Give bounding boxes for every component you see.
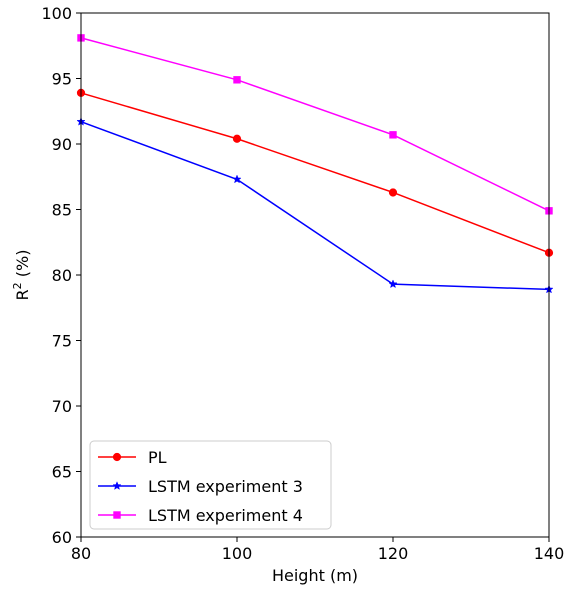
series-3: [77, 34, 553, 215]
data-point: [388, 279, 398, 289]
y-axis-label-main: R: [13, 289, 32, 300]
legend-label: LSTM experiment 3: [148, 477, 303, 496]
x-tick-label: 100: [222, 544, 253, 563]
data-point: [389, 131, 397, 139]
x-axis-label: Height (m): [272, 566, 358, 585]
y-tick-label: 65: [52, 463, 72, 482]
legend-item: LSTM experiment 3: [98, 477, 303, 496]
x-tick-label: 80: [71, 544, 91, 563]
series-layer: [76, 34, 554, 294]
data-point: [233, 76, 241, 84]
legend-item: PL: [98, 448, 167, 467]
legend-label: PL: [148, 448, 167, 467]
data-point: [232, 174, 242, 184]
legend-swatch-marker: [112, 481, 122, 490]
ticks-layer: 80 100 120 140 60 65 70 75 80 85 90 95 100: [41, 4, 564, 563]
y-axis-label: R2 (%): [11, 250, 32, 301]
y-tick-label: 70: [52, 397, 72, 416]
y-tick-label: 60: [52, 528, 72, 547]
y-tick-label: 95: [52, 70, 72, 89]
y-axis-label-superscript: 2: [11, 282, 24, 289]
legend-item: LSTM experiment 4: [98, 506, 303, 525]
legend-swatch-marker: [112, 452, 122, 462]
x-tick-label: 140: [534, 544, 565, 563]
data-point: [232, 134, 242, 143]
y-tick-label: 90: [52, 135, 72, 154]
y-tick-label: 85: [52, 201, 72, 220]
legend-swatch-marker: [113, 511, 121, 519]
legend: PL LSTM experiment 3 LSTM experiment 4: [89, 440, 332, 530]
series-line: [80, 121, 550, 291]
y-axis-label-unit: (%): [13, 250, 32, 283]
y-tick-label: 75: [52, 332, 72, 351]
series-2: [76, 116, 554, 294]
legend-label: LSTM experiment 4: [148, 506, 303, 525]
legend-box: [89, 440, 332, 530]
y-tick-label: 80: [52, 266, 72, 285]
y-tick-label: 100: [41, 4, 72, 23]
series-line: [80, 92, 550, 254]
x-tick-label: 120: [378, 544, 409, 563]
data-point: [388, 188, 398, 197]
series-line: [80, 37, 550, 212]
